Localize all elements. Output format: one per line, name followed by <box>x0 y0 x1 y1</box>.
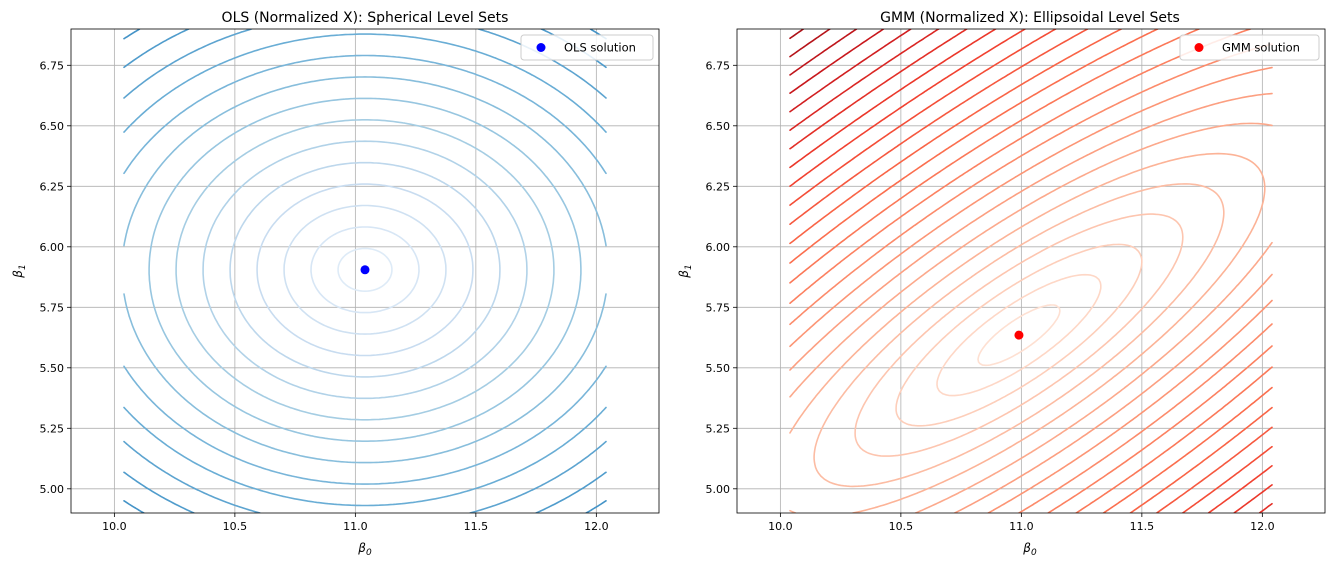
gmm-contour-line <box>789 29 885 94</box>
ols-xlabel: β0 <box>357 541 372 558</box>
gmm-panel: GMM (Normalized X): Ellipsoidal Level Se… <box>677 10 1326 558</box>
ols-xtick-label: 11.5 <box>464 520 489 533</box>
ols-contour-line <box>123 54 607 485</box>
ols-contour-line <box>283 204 447 335</box>
gmm-legend-label: GMM solution <box>1222 41 1300 55</box>
ols-contour-line <box>256 183 474 357</box>
ols-contour-line <box>175 119 555 421</box>
gmm-xlabel: β0 <box>1022 541 1037 558</box>
gmm-contour-line <box>789 29 940 131</box>
gmm-ytick-label: 5.50 <box>706 362 731 375</box>
gmm-xtick-label: 11.0 <box>1009 520 1034 533</box>
gmm-contour-line <box>789 29 1273 513</box>
gmm-ytick-label: 5.00 <box>706 483 731 496</box>
ols-axes-frame <box>70 28 660 514</box>
gmm-title: GMM (Normalized X): Ellipsoidal Level Se… <box>880 10 1180 26</box>
gmm-contour-line <box>936 273 1102 397</box>
ols-panel: OLS (Normalized X): Spherical Level Sets… <box>11 10 660 558</box>
ols-contour-line <box>202 140 528 400</box>
gmm-xtick-label: 10.5 <box>889 520 914 533</box>
gmm-contour-line <box>789 29 1273 513</box>
gmm-contours <box>789 29 1273 513</box>
gmm-ytick-label: 6.00 <box>706 241 731 254</box>
gmm-xtick-label: 10.0 <box>768 520 793 533</box>
gmm-contour-line <box>789 29 1273 513</box>
ols-legend: OLS solution <box>520 34 654 61</box>
gmm-contour-line <box>789 29 1273 513</box>
gmm-legend-marker <box>1194 43 1204 52</box>
ols-legend-box <box>520 34 654 61</box>
ols-ytick-label: 6.75 <box>40 59 65 72</box>
gmm-contour-line <box>813 183 1225 488</box>
ols-contour-line <box>337 247 393 292</box>
ols-solution-layer <box>360 265 370 275</box>
ols-y-ticks: 5.00 5.25 5.50 5.75 6.00 6.25 6.50 6.75 <box>40 59 71 496</box>
gmm-ytick-label: 5.25 <box>706 422 731 435</box>
gmm-contour-line <box>789 92 1273 513</box>
gmm-ylabel: β1 <box>677 264 694 278</box>
gmm-contour-line <box>854 213 1184 457</box>
gmm-contour-line <box>789 29 1273 513</box>
gmm-solution-point <box>1014 330 1024 340</box>
gmm-contour-line <box>789 29 805 40</box>
ols-ylabel: β1 <box>11 264 28 278</box>
gmm-contour-line <box>789 29 858 76</box>
gmm-contour-line <box>789 29 831 58</box>
gmm-solution-layer <box>1014 330 1024 340</box>
ols-contour-line <box>123 29 607 513</box>
ols-contour-line <box>148 97 582 442</box>
ols-contour-line <box>310 226 420 314</box>
gmm-ytick-label: 6.50 <box>706 120 731 133</box>
gmm-legend-box <box>1179 34 1320 61</box>
ols-xtick-label: 10.5 <box>223 520 248 533</box>
ols-xtick-label: 11.0 <box>343 520 368 533</box>
gmm-legend: GMM solution <box>1179 34 1320 61</box>
ols-legend-label: OLS solution <box>564 41 636 55</box>
gmm-xtick-label: 12.0 <box>1250 520 1275 533</box>
gmm-ytick-label: 6.75 <box>706 59 731 72</box>
gmm-contour-line <box>789 29 1273 513</box>
ols-ytick-label: 5.75 <box>40 301 65 314</box>
ols-contour-line <box>229 161 501 378</box>
ols-ytick-label: 5.00 <box>40 483 65 496</box>
gmm-contour-line <box>789 29 1273 513</box>
ols-xtick-label: 10.0 <box>102 520 127 533</box>
gmm-contour-line <box>789 29 1273 513</box>
gmm-grid <box>737 29 1325 513</box>
gmm-contour-line <box>977 304 1061 367</box>
ols-ytick-label: 6.00 <box>40 241 65 254</box>
ols-contour-line <box>123 76 607 464</box>
ols-ytick-label: 6.50 <box>40 120 65 133</box>
ols-contours <box>123 29 607 513</box>
ols-ytick-label: 6.25 <box>40 180 65 193</box>
ols-contour-line <box>123 29 607 513</box>
ols-ytick-label: 5.50 <box>40 362 65 375</box>
ols-x-ticks: 10.0 10.5 11.0 11.5 12.0 <box>102 513 609 533</box>
gmm-xtick-label: 11.5 <box>1130 520 1155 533</box>
gmm-contour-line <box>895 243 1143 427</box>
gmm-contour-line <box>789 152 1266 513</box>
gmm-x-ticks: 10.0 10.5 11.0 11.5 12.0 <box>768 513 1275 533</box>
ols-ytick-label: 5.25 <box>40 422 65 435</box>
gmm-ytick-label: 6.25 <box>706 180 731 193</box>
ols-title: OLS (Normalized X): Spherical Level Sets <box>222 10 509 26</box>
ols-solution-point <box>360 265 370 275</box>
ols-contour-line <box>123 33 607 507</box>
gmm-y-ticks: 5.00 5.25 5.50 5.75 6.00 6.25 6.50 6.75 <box>706 59 737 496</box>
gmm-contour-line <box>789 29 912 113</box>
gmm-contour-line <box>789 29 1273 513</box>
ols-xtick-label: 12.0 <box>584 520 609 533</box>
ols-legend-marker <box>536 43 546 52</box>
gmm-axes-frame <box>736 28 1326 514</box>
gmm-contour-line <box>789 122 1273 513</box>
gmm-ytick-label: 5.75 <box>706 301 731 314</box>
